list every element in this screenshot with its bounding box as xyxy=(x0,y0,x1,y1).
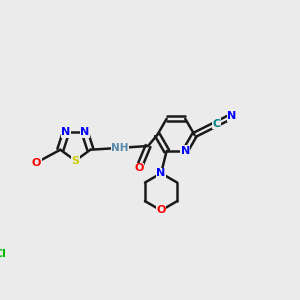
Text: N: N xyxy=(227,111,236,121)
Text: N: N xyxy=(80,127,89,137)
Text: S: S xyxy=(71,156,80,166)
Text: O: O xyxy=(156,206,166,215)
Text: N: N xyxy=(181,146,190,156)
Text: O: O xyxy=(32,158,41,168)
Text: NH: NH xyxy=(111,143,129,153)
Text: O: O xyxy=(134,163,143,173)
Text: C: C xyxy=(213,119,221,129)
Text: N: N xyxy=(156,168,166,178)
Text: Cl: Cl xyxy=(0,249,7,259)
Text: N: N xyxy=(61,127,71,137)
